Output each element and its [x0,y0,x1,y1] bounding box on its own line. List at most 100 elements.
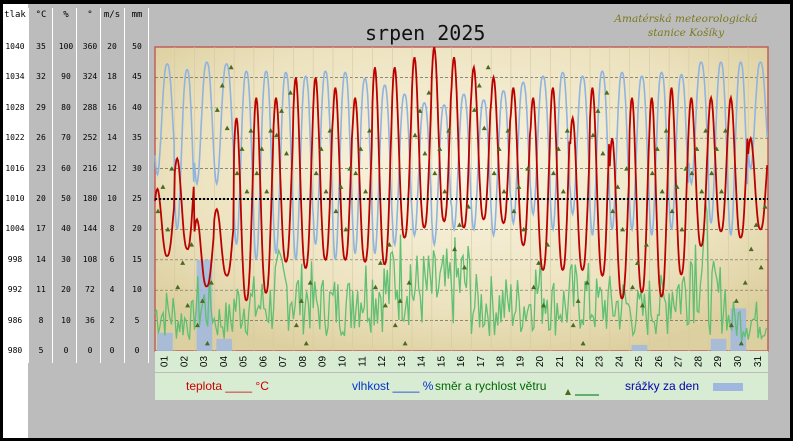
axis-tick-label: 11 [36,285,46,295]
wind-direction-marker [719,188,725,194]
wind-direction-marker [516,184,522,189]
axis-tick-label: 1010 [5,194,25,203]
axis-tick-label: 288 [82,102,98,112]
legend-item: směr a rychlost větru [435,379,547,393]
legend: teplota ____ °C vlhkost ____ % směr a rych… [155,373,768,400]
wind-direction-marker [669,208,675,214]
wind-direction-marker [481,125,487,131]
wind-direction-marker [264,188,270,194]
axis-tick-label: 17 [36,224,46,234]
wind-direction-marker [358,146,364,151]
rain-bar [631,344,648,351]
chart-title: srpen 2025 [365,21,486,45]
wind-direction-marker [742,280,748,285]
axis-tick-label: 998 [7,254,23,264]
wind-direction-marker [738,340,744,346]
wind-direction-marker [485,64,491,70]
axis-header: % [63,10,69,20]
axis-tick-label: 1028 [5,102,25,112]
wind-legend-glyph [563,381,599,396]
wind-direction-marker [600,150,606,156]
wind-direction-marker [714,146,720,151]
x-tick-label: 13 [397,356,408,368]
axis-tick-label: 6 [109,254,115,264]
axis-tick-label: 16 [107,102,117,112]
axis-tick-label: 26 [36,133,46,143]
x-tick-label: 17 [476,356,487,368]
x-tick-label: 23 [595,356,606,368]
wind-direction-marker [452,246,458,252]
wind-direction-marker [412,132,418,138]
wind-direction-marker [639,302,645,308]
axis-tick-label: 30 [61,254,71,264]
axis-tick-label: 0 [63,346,69,355]
axis-tick-label: 1034 [5,72,25,82]
x-tick-label: 10 [337,356,348,368]
axis-tick-label: 40 [61,224,71,234]
axis-tick-label: 36 [85,315,95,325]
axis-tick-label: 2 [109,315,115,325]
wind-direction-marker [446,128,452,133]
wind-direction-marker [343,226,349,232]
wind-direction-marker [254,170,260,176]
x-tick-label: 15 [436,356,447,368]
x-tick-label: 12 [377,356,388,368]
wind-direction-marker [402,340,408,346]
x-axis-band [155,351,768,372]
wind-direction-marker [175,284,181,290]
wind-direction-marker [595,108,601,113]
axis-tick-label: 60 [61,163,71,173]
axis-tick-label: 90 [61,72,71,82]
axis-tick-label: 324 [82,72,98,82]
wind-direction-marker [550,170,556,176]
wind-direction-marker [491,170,497,176]
wind-direction-marker [422,150,428,156]
axis-tick-label: 72 [85,285,95,295]
axis-tick-label: 100 [58,42,74,51]
temperature-line [154,46,769,302]
x-tick-label: 24 [614,356,625,368]
x-tick-label: 18 [496,356,507,368]
x-tick-label: 02 [179,356,190,368]
axis-tick-label: 5 [134,315,140,325]
wind-direction-marker [155,208,161,214]
x-tick-label: 30 [733,356,744,368]
wind-direction-marker [293,322,299,328]
x-tick-label: 28 [693,356,704,368]
axis-tick-label: 4 [109,285,115,295]
axis-tick-label: 1016 [5,163,25,173]
axis-tick-label: 8 [38,315,44,325]
wind-direction-marker [208,280,214,285]
wind-direction-marker [580,340,586,346]
wind-direction-marker [461,264,467,270]
wind-direction-marker [307,280,313,285]
wind-direction-marker [165,226,171,232]
axis-tick-label: 5 [38,346,44,355]
axis-tick-label: 20 [132,224,142,234]
wind-direction-marker [363,188,369,194]
rain-bar [157,332,173,351]
wind-direction-marker [545,242,551,247]
wind-direction-marker [610,208,616,214]
wind-direction-marker [722,128,728,133]
station-name-line2: stanice Košíky [647,27,725,39]
wind-direction-marker [392,322,398,328]
x-tick-label: 14 [417,356,428,368]
axis-tick-label: 14 [36,254,46,264]
x-tick-label: 07 [278,356,289,368]
wind-direction-marker [465,204,471,209]
legend-item: vlhkost ____ % [352,379,434,393]
x-tick-label: 09 [318,356,329,368]
axis-tick-label: 40 [132,102,142,112]
wind-direction-marker [386,242,392,247]
wind-direction-marker [283,150,289,156]
wind-direction-marker [624,166,630,171]
wind-direction-marker [287,90,293,95]
axis-separator [28,8,29,363]
axis-tick-label: 80 [61,102,71,112]
wind-direction-marker [496,146,502,151]
wind-direction-marker [679,226,685,232]
x-tick-label: 01 [160,356,171,368]
wind-direction-marker [372,284,378,290]
axis-separator [76,8,77,363]
